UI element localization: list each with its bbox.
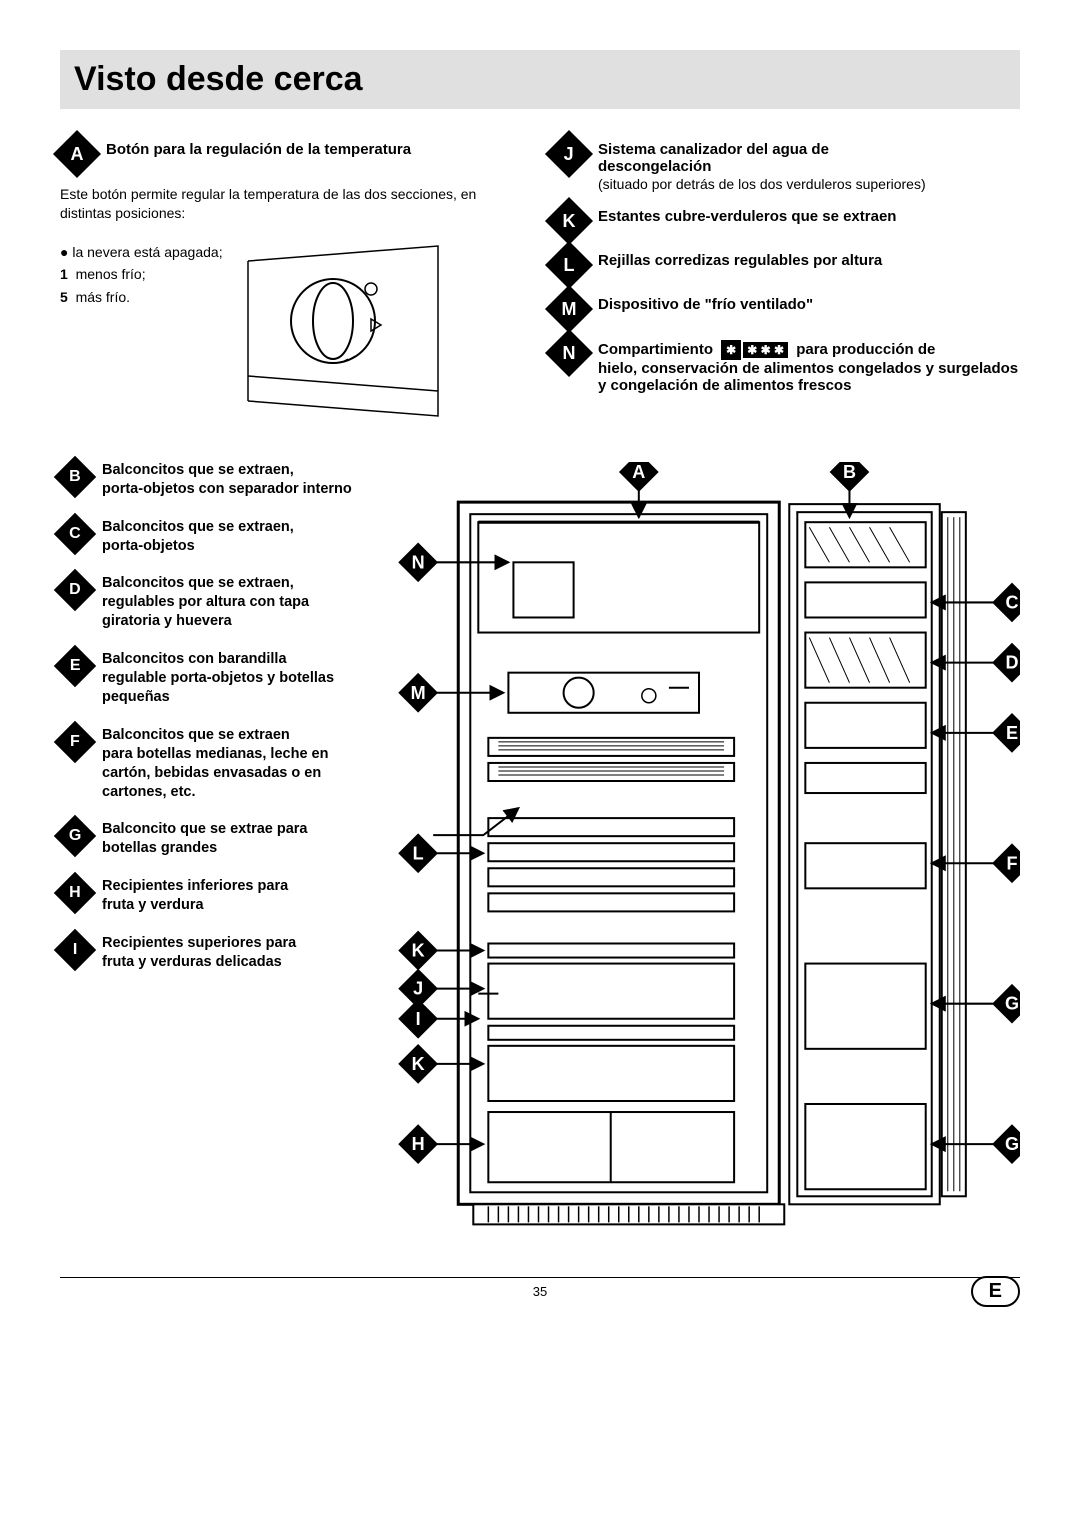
list-item: HRecipientes inferiores parafruta y verd… — [60, 878, 360, 915]
svg-text:M: M — [411, 683, 426, 703]
title-bar: Visto desde cerca — [60, 50, 1020, 109]
callout-g-icon: G — [54, 815, 96, 857]
svg-text:C: C — [1005, 592, 1018, 612]
j-t1: Sistema canalizador del agua de — [598, 141, 1020, 158]
dial-illustration — [243, 241, 443, 426]
section-right: J Sistema canalizador del agua de descon… — [552, 137, 1020, 426]
list-item: FBalconcitos que se extraenpara botellas… — [60, 727, 360, 802]
language-badge: E — [971, 1276, 1020, 1307]
n-t2: hielo, conservación de alimentos congela… — [598, 360, 1020, 394]
fridge-diagram: N M L K J I K H A B C D E F G G — [378, 462, 1020, 1249]
m-t1: Dispositivo de "frío ventilado" — [598, 296, 1020, 313]
callout-e-icon: E — [54, 645, 96, 687]
svg-text:A: A — [632, 462, 645, 482]
svg-text:G: G — [1005, 1134, 1019, 1154]
a-heading: Botón para la regulación de la temperatu… — [106, 141, 528, 158]
page-footer: 35 E — [60, 1277, 1020, 1299]
n-line1: Compartimiento ✱✱ ✱ ✱ para producción de — [598, 340, 1020, 360]
callout-k-icon: K — [545, 197, 593, 245]
list-item: CBalconcitos que se extraen,porta-objeto… — [60, 519, 360, 556]
a-bullets: la nevera está apagada; 1 menos frío; 5 … — [60, 241, 223, 308]
bullet-off: la nevera está apagada; — [60, 241, 223, 263]
l-t1: Rejillas corredizas regulables por altur… — [598, 252, 1020, 269]
svg-text:K: K — [412, 940, 425, 960]
svg-text:I: I — [416, 1009, 421, 1029]
page-title: Visto desde cerca — [74, 60, 1006, 99]
page-number: 35 — [533, 1284, 547, 1299]
svg-text:J: J — [413, 978, 423, 998]
top-section: A Botón para la regulación de la tempera… — [60, 137, 1020, 426]
j-t2: descongelación — [598, 158, 1020, 175]
k-t1: Estantes cubre-verduleros que se extraen — [598, 208, 1020, 225]
callout-n-icon: N — [545, 329, 593, 377]
callout-l-icon: L — [545, 241, 593, 289]
callout-d-icon: D — [54, 569, 96, 611]
callout-a-icon: A — [53, 130, 101, 178]
callout-c-icon: C — [54, 512, 96, 554]
callout-b-icon: B — [54, 456, 96, 498]
svg-text:E: E — [1006, 723, 1018, 743]
bullet-1: 1 menos frío; — [60, 263, 223, 285]
callout-f-icon: F — [54, 721, 96, 763]
svg-text:B: B — [843, 462, 856, 482]
a-intro: Este botón permite regular la temperatur… — [60, 185, 528, 223]
list-item: IRecipientes superiores parafruta y verd… — [60, 935, 360, 972]
legend-list: BBalconcitos que se extraen,porta-objeto… — [60, 462, 360, 1249]
list-item: DBalconcitos que se extraen,regulables p… — [60, 575, 360, 631]
lower-section: BBalconcitos que se extraen,porta-objeto… — [60, 462, 1020, 1249]
svg-text:K: K — [412, 1054, 425, 1074]
svg-text:N: N — [412, 552, 425, 572]
list-item: GBalconcito que se extrae parabotellas g… — [60, 821, 360, 858]
svg-text:L: L — [413, 843, 424, 863]
list-item: EBalconcitos con barandillaregulable por… — [60, 651, 360, 707]
bullet-5: 5 más frío. — [60, 286, 223, 308]
freezer-stars-icon: ✱✱ ✱ ✱ — [721, 340, 788, 360]
callout-j-icon: J — [545, 130, 593, 178]
j-sub: (situado por detrás de los dos verdulero… — [598, 175, 1020, 194]
svg-text:G: G — [1005, 993, 1019, 1013]
svg-text:F: F — [1006, 853, 1017, 873]
list-item: BBalconcitos que se extraen,porta-objeto… — [60, 462, 360, 499]
callout-i-icon: I — [54, 929, 96, 971]
svg-text:D: D — [1005, 652, 1018, 672]
callout-h-icon: H — [54, 872, 96, 914]
section-a: A Botón para la regulación de la tempera… — [60, 137, 528, 426]
callout-m-icon: M — [545, 285, 593, 333]
svg-text:H: H — [412, 1134, 425, 1154]
